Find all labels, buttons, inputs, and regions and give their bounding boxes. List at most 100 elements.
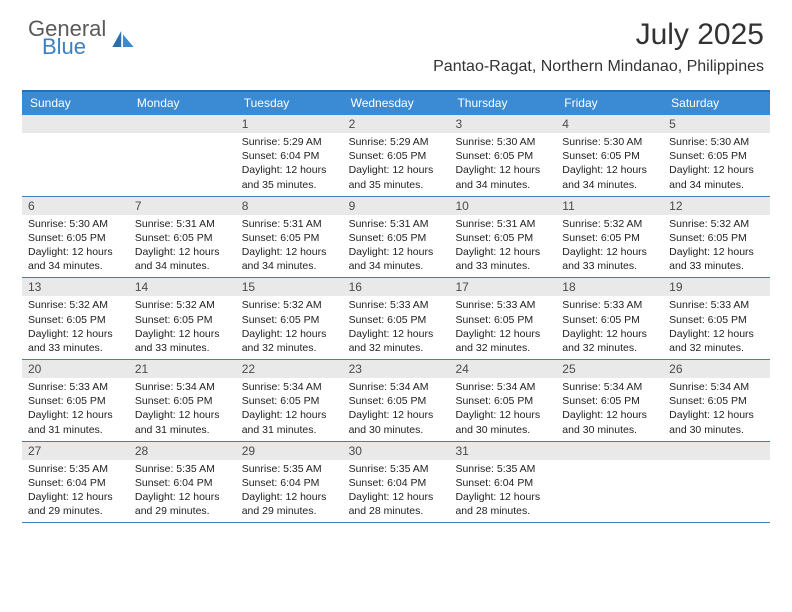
- daylight-text: Daylight: 12 hours and 33 minutes.: [455, 245, 550, 273]
- cell-body: Sunrise: 5:30 AMSunset: 6:05 PMDaylight:…: [22, 215, 129, 278]
- daylight-text: Daylight: 12 hours and 34 minutes.: [242, 245, 337, 273]
- calendar-cell: 27Sunrise: 5:35 AMSunset: 6:04 PMDayligh…: [22, 442, 129, 523]
- calendar-cell: 18Sunrise: 5:33 AMSunset: 6:05 PMDayligh…: [556, 278, 663, 359]
- sunrise-text: Sunrise: 5:34 AM: [455, 380, 550, 394]
- daylight-text: Daylight: 12 hours and 32 minutes.: [455, 327, 550, 355]
- sunrise-text: Sunrise: 5:33 AM: [28, 380, 123, 394]
- daylight-text: Daylight: 12 hours and 34 minutes.: [28, 245, 123, 273]
- daylight-text: Daylight: 12 hours and 34 minutes.: [135, 245, 230, 273]
- cell-body: Sunrise: 5:31 AMSunset: 6:05 PMDaylight:…: [449, 215, 556, 278]
- calendar-cell: 31Sunrise: 5:35 AMSunset: 6:04 PMDayligh…: [449, 442, 556, 523]
- logo-sail-icon: [112, 31, 134, 47]
- sunrise-text: Sunrise: 5:29 AM: [349, 135, 444, 149]
- sunrise-text: Sunrise: 5:33 AM: [349, 298, 444, 312]
- day-number: [556, 442, 663, 460]
- sunrise-text: Sunrise: 5:31 AM: [135, 217, 230, 231]
- sunrise-text: Sunrise: 5:31 AM: [349, 217, 444, 231]
- sunrise-text: Sunrise: 5:33 AM: [455, 298, 550, 312]
- sunrise-text: Sunrise: 5:32 AM: [669, 217, 764, 231]
- dayheader-tuesday: Tuesday: [236, 92, 343, 115]
- daylight-text: Daylight: 12 hours and 28 minutes.: [455, 490, 550, 518]
- sunrise-text: Sunrise: 5:31 AM: [242, 217, 337, 231]
- day-number: 28: [129, 442, 236, 460]
- daylight-text: Daylight: 12 hours and 33 minutes.: [562, 245, 657, 273]
- sunset-text: Sunset: 6:04 PM: [349, 476, 444, 490]
- week-row: 1Sunrise: 5:29 AMSunset: 6:04 PMDaylight…: [22, 115, 770, 197]
- sunrise-text: Sunrise: 5:34 AM: [562, 380, 657, 394]
- sunrise-text: Sunrise: 5:30 AM: [562, 135, 657, 149]
- sunrise-text: Sunrise: 5:32 AM: [562, 217, 657, 231]
- day-number: 30: [343, 442, 450, 460]
- day-number: 12: [663, 197, 770, 215]
- sunrise-text: Sunrise: 5:32 AM: [28, 298, 123, 312]
- day-number: 17: [449, 278, 556, 296]
- cell-body: Sunrise: 5:32 AMSunset: 6:05 PMDaylight:…: [129, 296, 236, 359]
- header: General Blue July 2025 Pantao-Ragat, Nor…: [0, 0, 792, 80]
- sunset-text: Sunset: 6:05 PM: [349, 231, 444, 245]
- sunset-text: Sunset: 6:05 PM: [28, 394, 123, 408]
- sunset-text: Sunset: 6:05 PM: [455, 313, 550, 327]
- cell-body: Sunrise: 5:30 AMSunset: 6:05 PMDaylight:…: [449, 133, 556, 196]
- cell-body: Sunrise: 5:34 AMSunset: 6:05 PMDaylight:…: [663, 378, 770, 441]
- dayheader-saturday: Saturday: [663, 92, 770, 115]
- day-number: 25: [556, 360, 663, 378]
- daylight-text: Daylight: 12 hours and 35 minutes.: [242, 163, 337, 191]
- day-number: 8: [236, 197, 343, 215]
- daylight-text: Daylight: 12 hours and 33 minutes.: [135, 327, 230, 355]
- sunset-text: Sunset: 6:05 PM: [242, 231, 337, 245]
- day-number: 27: [22, 442, 129, 460]
- day-number: 9: [343, 197, 450, 215]
- day-number: 22: [236, 360, 343, 378]
- sunrise-text: Sunrise: 5:35 AM: [28, 462, 123, 476]
- daylight-text: Daylight: 12 hours and 32 minutes.: [349, 327, 444, 355]
- sunset-text: Sunset: 6:05 PM: [669, 149, 764, 163]
- week-row: 6Sunrise: 5:30 AMSunset: 6:05 PMDaylight…: [22, 197, 770, 279]
- sunrise-text: Sunrise: 5:35 AM: [242, 462, 337, 476]
- daylight-text: Daylight: 12 hours and 30 minutes.: [669, 408, 764, 436]
- cell-body: Sunrise: 5:34 AMSunset: 6:05 PMDaylight:…: [129, 378, 236, 441]
- sunset-text: Sunset: 6:05 PM: [669, 394, 764, 408]
- month-title: July 2025: [433, 18, 764, 52]
- day-number: 31: [449, 442, 556, 460]
- daylight-text: Daylight: 12 hours and 35 minutes.: [349, 163, 444, 191]
- cell-body: Sunrise: 5:35 AMSunset: 6:04 PMDaylight:…: [343, 460, 450, 523]
- day-number: 20: [22, 360, 129, 378]
- day-number: [129, 115, 236, 133]
- calendar-cell: 9 Sunrise: 5:31 AMSunset: 6:05 PMDaylight…: [343, 197, 450, 278]
- sunrise-text: Sunrise: 5:35 AM: [349, 462, 444, 476]
- week-row: 20Sunrise: 5:33 AMSunset: 6:05 PMDayligh…: [22, 360, 770, 442]
- day-number: 19: [663, 278, 770, 296]
- calendar-cell: 10Sunrise: 5:31 AMSunset: 6:05 PMDayligh…: [449, 197, 556, 278]
- day-number: 5: [663, 115, 770, 133]
- day-number: 16: [343, 278, 450, 296]
- day-number: 3: [449, 115, 556, 133]
- cell-body: Sunrise: 5:34 AMSunset: 6:05 PMDaylight:…: [343, 378, 450, 441]
- calendar-cell: 11Sunrise: 5:32 AMSunset: 6:05 PMDayligh…: [556, 197, 663, 278]
- day-number: 23: [343, 360, 450, 378]
- day-number: 21: [129, 360, 236, 378]
- cell-body: Sunrise: 5:33 AMSunset: 6:05 PMDaylight:…: [449, 296, 556, 359]
- day-number: 4: [556, 115, 663, 133]
- day-number: 13: [22, 278, 129, 296]
- calendar-cell: 28Sunrise: 5:35 AMSunset: 6:04 PMDayligh…: [129, 442, 236, 523]
- daylight-text: Daylight: 12 hours and 28 minutes.: [349, 490, 444, 518]
- calendar-cell: 2Sunrise: 5:29 AMSunset: 6:05 PMDaylight…: [343, 115, 450, 196]
- day-number: [663, 442, 770, 460]
- calendar-cell: 17Sunrise: 5:33 AMSunset: 6:05 PMDayligh…: [449, 278, 556, 359]
- cell-body: Sunrise: 5:35 AMSunset: 6:04 PMDaylight:…: [129, 460, 236, 523]
- day-number: [22, 115, 129, 133]
- sunset-text: Sunset: 6:05 PM: [28, 313, 123, 327]
- cell-body: Sunrise: 5:35 AMSunset: 6:04 PMDaylight:…: [22, 460, 129, 523]
- daylight-text: Daylight: 12 hours and 31 minutes.: [28, 408, 123, 436]
- calendar-cell: 26Sunrise: 5:34 AMSunset: 6:05 PMDayligh…: [663, 360, 770, 441]
- calendar-cell: [129, 115, 236, 196]
- sunset-text: Sunset: 6:05 PM: [28, 231, 123, 245]
- day-number: 1: [236, 115, 343, 133]
- daylight-text: Daylight: 12 hours and 34 minutes.: [349, 245, 444, 273]
- day-number: 15: [236, 278, 343, 296]
- sunset-text: Sunset: 6:05 PM: [562, 313, 657, 327]
- week-row: 13Sunrise: 5:32 AMSunset: 6:05 PMDayligh…: [22, 278, 770, 360]
- sunset-text: Sunset: 6:05 PM: [669, 231, 764, 245]
- sunset-text: Sunset: 6:05 PM: [562, 394, 657, 408]
- daylight-text: Daylight: 12 hours and 29 minutes.: [28, 490, 123, 518]
